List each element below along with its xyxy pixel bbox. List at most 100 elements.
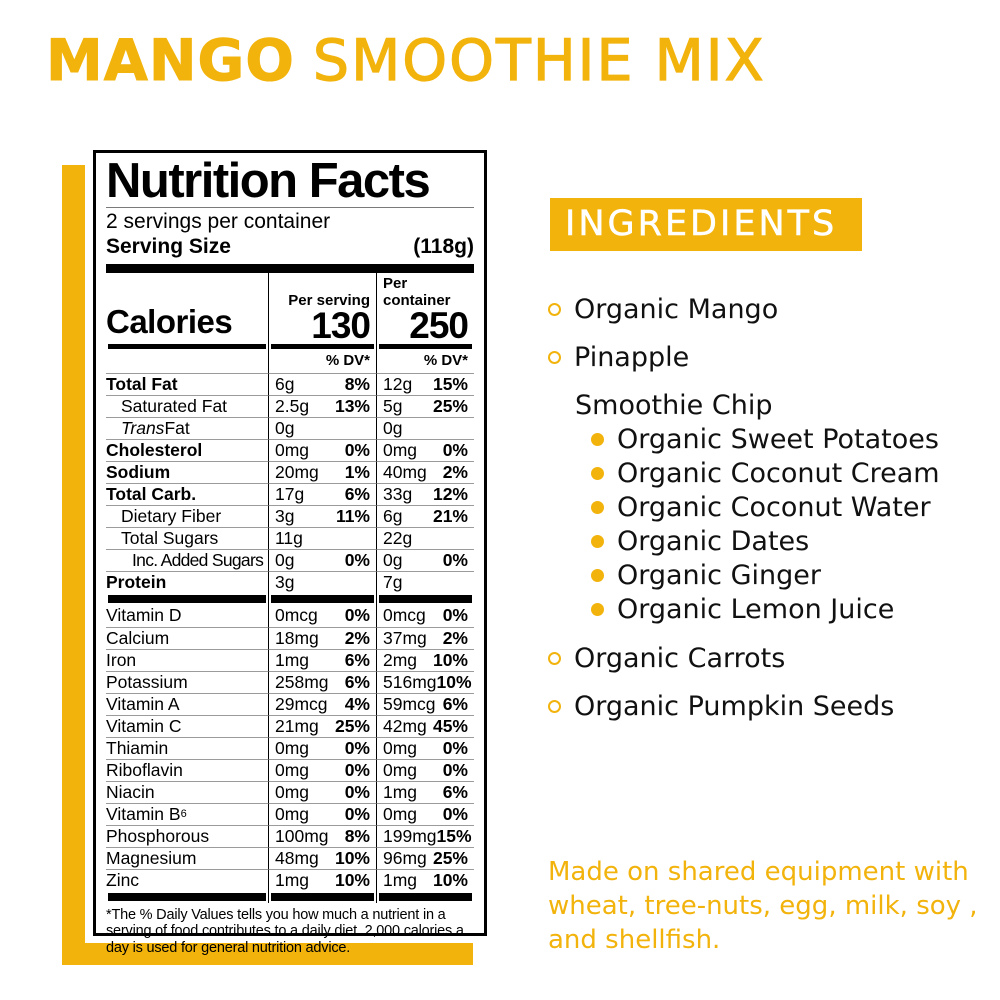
container-value-cell: 59mcg 6% <box>376 692 474 715</box>
serving-daily-value: 1% <box>344 461 370 482</box>
ingredient-item: Smoothie Chip <box>575 388 988 422</box>
serving-daily-value: 6% <box>344 483 370 504</box>
ingredient-item: Organic Dates <box>591 524 988 558</box>
serving-daily-value: 0% <box>344 605 370 626</box>
ingredient-label: Pinapple <box>574 341 690 373</box>
serving-value-cell: 6g 8% <box>268 372 376 395</box>
ingredients-list: Organic Mango Pinapple Smoothie Chip Organi… <box>548 292 988 737</box>
calories-label: Calories <box>106 303 233 340</box>
page-title: MANGO SMOOTHIE MIX <box>46 27 766 95</box>
page-title-primary: MANGO <box>46 28 295 95</box>
nutrient-name: Magnesium <box>106 846 268 869</box>
serving-daily-value: 25% <box>334 715 370 736</box>
serving-amount: 29mcg <box>275 693 328 714</box>
serving-value-cell: 48mg 10% <box>268 846 376 869</box>
nutrient-name: Vitamin C <box>106 714 268 737</box>
nutrient-name: Total Fat <box>106 372 268 395</box>
dv-header-container: % DV* <box>376 351 474 373</box>
container-value-cell: 0mg 0% <box>376 736 474 759</box>
serving-value-cell: 1mg 10% <box>268 868 376 891</box>
divider-bar-container-segment <box>376 890 474 903</box>
container-value-cell: 1mg 10% <box>376 868 474 891</box>
container-daily-value: 15% <box>432 373 468 394</box>
container-daily-value: 15% <box>436 825 472 846</box>
container-value-cell: 0g <box>376 416 474 439</box>
accent-bar-horizontal <box>62 943 473 965</box>
nutrient-name: Trans Fat <box>106 416 268 439</box>
ingredient-label: Organic Mango <box>574 293 779 325</box>
serving-value-cell: 0mg 0% <box>268 780 376 803</box>
container-value-cell: 37mg 2% <box>376 626 474 649</box>
container-amount: 40mg <box>383 461 427 482</box>
serving-amount: 3g <box>275 571 295 592</box>
container-daily-value: 6% <box>442 693 468 714</box>
serving-daily-value: 0% <box>344 737 370 758</box>
serving-daily-value: 10% <box>334 869 370 890</box>
container-value-cell: 0mg 0% <box>376 802 474 825</box>
divider-bar-container-segment <box>376 592 474 605</box>
nutrient-name: Total Sugars <box>106 526 268 549</box>
container-value-cell: 42mg 45% <box>376 714 474 737</box>
ingredient-label: Smoothie Chip <box>575 389 773 421</box>
divider-bar-serving-segment <box>268 592 376 605</box>
ingredient-item: Organic Sweet Potatoes <box>591 422 988 456</box>
serving-value-cell: 0g <box>268 416 376 439</box>
container-amount: 59mcg <box>383 693 436 714</box>
nutrient-name: Vitamin D <box>106 605 182 626</box>
serving-daily-value: 8% <box>344 825 370 846</box>
container-value-cell: 199mg 15% <box>376 824 474 847</box>
container-value-cell: 1mg 6% <box>376 780 474 803</box>
serving-value-cell: 20mg 1% <box>268 460 376 483</box>
container-amount: 199mg <box>383 825 437 846</box>
filled-bullet-icon <box>591 500 604 514</box>
calories-per-serving-value: 130 <box>311 305 371 346</box>
container-daily-value: 0% <box>442 737 468 758</box>
container-amount: 96mg <box>383 847 427 868</box>
serving-daily-value: 4% <box>344 693 370 714</box>
container-amount: 37mg <box>383 627 427 648</box>
dv-header-spacer <box>106 351 268 373</box>
serving-daily-value: 6% <box>344 649 370 670</box>
filled-bullet-icon <box>591 568 604 582</box>
nutrient-name: Zinc <box>106 868 268 891</box>
serving-amount: 18mg <box>275 627 319 648</box>
divider-bar-name-segment <box>106 593 268 605</box>
container-amount: 5g <box>383 395 403 416</box>
container-amount: 42mg <box>383 715 427 736</box>
nutrient-name: Protein <box>106 570 268 593</box>
serving-amount: 0g <box>275 417 295 438</box>
serving-value-cell: 17g 6% <box>268 482 376 505</box>
serving-daily-value: 0% <box>344 439 370 460</box>
serving-daily-value: 13% <box>334 395 370 416</box>
container-daily-value: 0% <box>442 759 468 780</box>
nutrient-name: Potassium <box>106 670 268 693</box>
serving-value-cell: 0mcg 0% <box>268 604 376 627</box>
container-value-cell: 0g 0% <box>376 548 474 571</box>
container-amount: 0mg <box>383 803 418 824</box>
heading-divider <box>106 207 474 208</box>
serving-amount: 1mg <box>275 649 310 670</box>
serving-daily-value: 0% <box>344 759 370 780</box>
nutrient-name: Vitamin A <box>106 692 268 715</box>
nutrition-table: Calories Per serving 130 Per container 250 % … <box>106 273 474 903</box>
container-daily-value: 2% <box>442 627 468 648</box>
ingredient-item: Organic Carrots <box>548 641 988 675</box>
serving-daily-value: 0% <box>344 781 370 802</box>
per-serving-column-header: Per serving <box>288 292 370 309</box>
serving-value-cell: 3g <box>268 570 376 593</box>
divider-bar-serving-segment <box>268 342 376 351</box>
container-amount: 6g <box>383 505 403 526</box>
container-daily-value: 25% <box>432 395 468 416</box>
nutrient-name: Saturated Fat <box>106 394 268 417</box>
allergen-statement: Made on shared equipment with wheat, tre… <box>548 857 978 955</box>
container-daily-value: 10% <box>432 869 468 890</box>
serving-value-cell: 0mg 0% <box>268 758 376 781</box>
serving-amount: 17g <box>275 483 305 504</box>
container-value-cell: 0mg 0% <box>376 758 474 781</box>
serving-amount: 258mg <box>275 671 329 692</box>
container-amount: 1mg <box>383 781 418 802</box>
calories-per-container-cell: Per container 250 <box>376 273 474 344</box>
ingredient-label: Organic Sweet Potatoes <box>617 423 939 455</box>
serving-value-cell: 2.5g 13% <box>268 394 376 417</box>
